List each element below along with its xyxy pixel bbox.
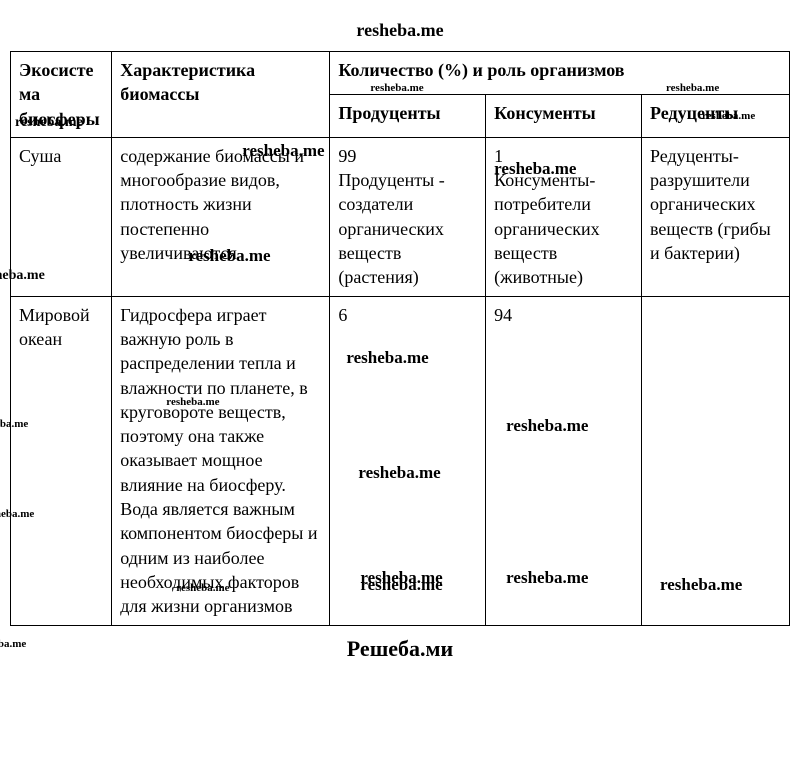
cell-producers: 6 resheba.me resheba.me resheba.me reshe… [330,296,486,625]
cell-characteristic: содержание биомассы и многообразие видов… [112,137,330,296]
header-ecosystem: Экосистема биосферы resheba.me [11,52,112,138]
table-row: Мировой океан resheba.me resheba.me resh… [11,296,790,625]
header-producers-text: Продуценты [338,103,440,123]
header-reducers: Редуценты resheba.me resheba.me [641,94,789,137]
cell-reducers: resheba.me [641,296,789,625]
cell-characteristic-text: Гидросфера играет важную роль в распреде… [120,305,322,617]
cell-characteristic-text: содержание биомассы и многообразие видов… [120,146,308,263]
watermark: resheba.me [0,507,34,522]
cell-ecosystem: Мировой океан resheba.me resheba.me resh… [11,296,112,625]
cell-reducers-text: Редуценты- разрушители органических веще… [650,146,775,263]
watermark: resheba.me [506,567,588,590]
cell-ecosystem-text: Мировой океан [19,305,90,349]
top-watermark: resheba.me [10,10,790,51]
cell-ecosystem-text: Суша [19,146,61,166]
cell-consumers-text: 94 [494,305,512,325]
cell-characteristic: Гидросфера играет важную роль в распреде… [112,296,330,625]
watermark: resheba.me [0,267,45,286]
cell-producers-text: 6 [338,305,347,325]
biosphere-table: Экосистема биосферы resheba.me Характери… [10,51,790,626]
watermark: resheba.me [360,567,442,590]
header-characteristic: Характеристика биомассы [112,52,330,138]
cell-producers: 99 Продуценты - создатели органических в… [330,137,486,296]
header-consumers: Консументы [486,94,642,137]
watermark: resheba.me [358,462,440,485]
header-quantity-group: Количество (%) и роль организмов [330,52,790,95]
cell-reducers: Редуценты- разрушители органических веще… [641,137,789,296]
header-characteristic-text: Характеристика биомассы [120,60,255,104]
watermark: resheba.me [0,417,28,432]
header-ecosystem-text: Экосистема биосферы [19,60,100,129]
cell-ecosystem: Суша resheba.me [11,137,112,296]
table-header-row: Экосистема биосферы resheba.me Характери… [11,52,790,95]
cell-consumers: 1 Консументы- потребители органических в… [486,137,642,296]
header-reducers-text: Редуценты [650,103,738,123]
watermark: resheba.me [506,415,588,438]
watermark: resheba.me [346,347,428,370]
watermark: resheba.me [660,574,742,597]
watermark: resheba.me [360,574,442,597]
bottom-watermark: Решеба.ми [10,626,790,672]
table-row: Суша resheba.me содержание биомассы и мн… [11,137,790,296]
header-producers: Продуценты resheba.me [330,94,486,137]
cell-consumers: 94 resheba.me resheba.me [486,296,642,625]
cell-consumers-text: 1 Консументы- потребители органических в… [494,146,604,287]
cell-producers-text: 99 Продуценты - создатели органических в… [338,146,449,287]
